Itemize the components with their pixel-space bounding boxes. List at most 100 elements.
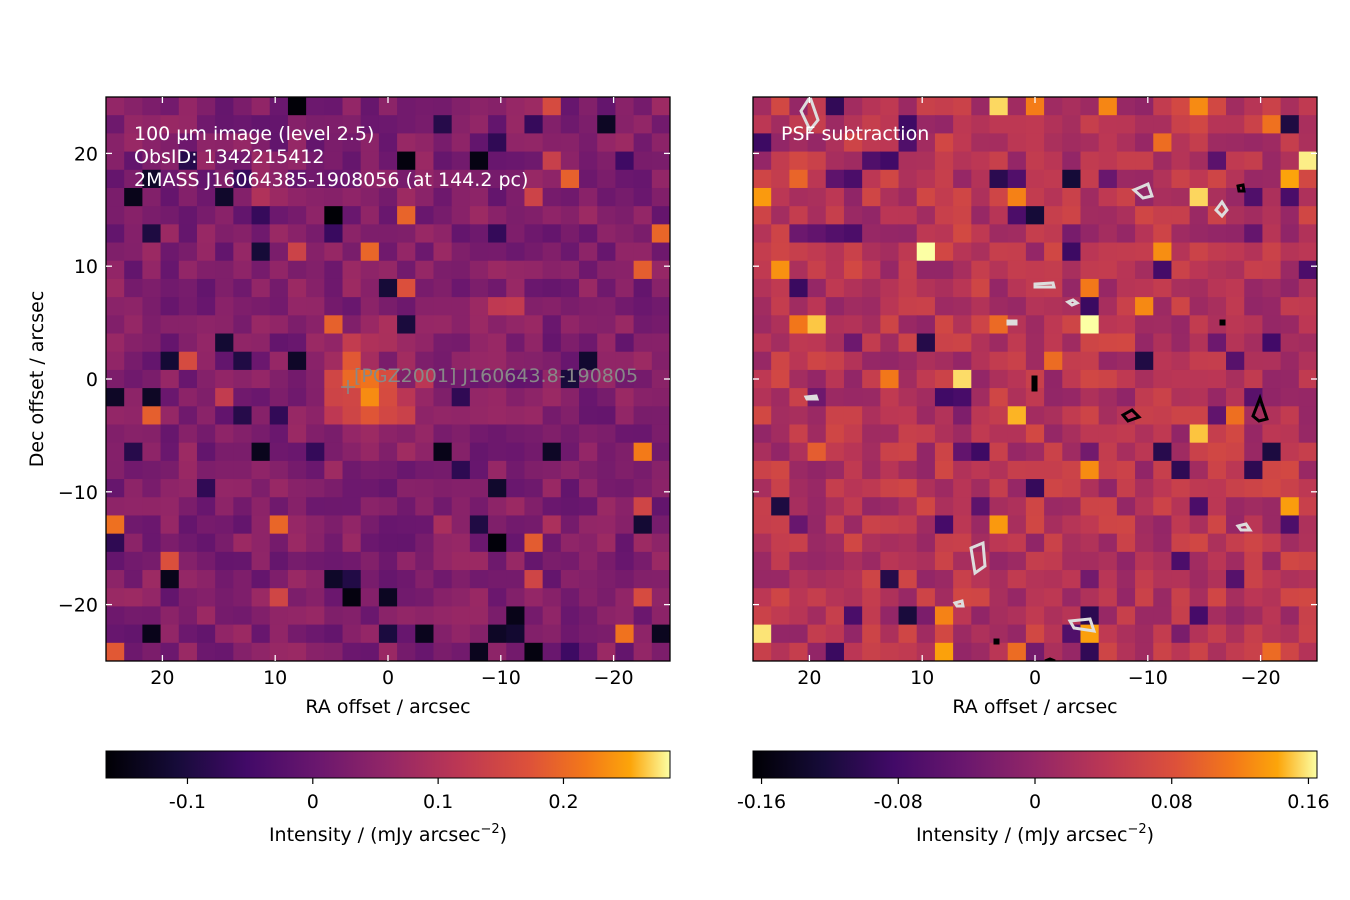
heatmap-cell	[1189, 151, 1209, 171]
heatmap-cell	[1135, 624, 1154, 644]
heatmap-cell	[215, 133, 234, 153]
heatmap-cell	[1189, 115, 1209, 134]
heatmap-cell	[615, 624, 635, 644]
heatmap-cell	[1007, 97, 1027, 116]
heatmap-cell	[1062, 388, 1082, 407]
heatmap-cell	[597, 406, 617, 426]
heatmap-cell	[488, 570, 507, 589]
heatmap-cell	[843, 115, 863, 134]
heatmap-cell	[251, 551, 271, 571]
heatmap-cell	[1262, 315, 1282, 335]
heatmap-cell	[807, 497, 827, 517]
heatmap-cell	[196, 115, 216, 134]
heatmap-cell	[542, 297, 562, 316]
heatmap-cell	[269, 424, 289, 444]
heatmap-cell	[1116, 479, 1136, 498]
left-annotation-line-3: 2MASS J16064385-1908056 (at 144.2 pc)	[134, 169, 528, 191]
heatmap-cell	[615, 187, 635, 207]
heatmap-cell	[1116, 169, 1136, 189]
heatmap-cell	[124, 497, 143, 517]
heatmap-cell	[934, 315, 954, 335]
heatmap-cell	[1280, 133, 1300, 153]
heatmap-cell	[1280, 460, 1300, 480]
heatmap-cell	[433, 278, 453, 298]
heatmap-cell	[542, 460, 562, 480]
heatmap-cell	[251, 497, 271, 517]
heatmap-cell	[469, 551, 489, 571]
heatmap-cell	[397, 297, 416, 316]
heatmap-cell	[1153, 169, 1173, 189]
heatmap-cell	[1153, 624, 1173, 644]
heatmap-cell	[989, 406, 1009, 426]
heatmap-cell	[106, 278, 125, 298]
heatmap-cell	[324, 115, 344, 134]
heatmap-cell	[825, 642, 845, 661]
heatmap-cell	[196, 297, 216, 316]
heatmap-cell	[360, 460, 380, 480]
heatmap-cell	[1207, 460, 1227, 480]
heatmap-cell	[524, 588, 544, 608]
heatmap-cell	[469, 424, 489, 444]
heatmap-cell	[862, 224, 881, 244]
heatmap-cell	[1116, 442, 1136, 462]
heatmap-cell	[178, 497, 198, 517]
heatmap-cell	[397, 551, 416, 571]
heatmap-cell	[771, 406, 790, 426]
heatmap-cell	[843, 333, 863, 353]
heatmap-cell	[1025, 297, 1045, 316]
heatmap-cell	[142, 460, 162, 480]
heatmap-cell	[1025, 588, 1045, 608]
heatmap-cell	[469, 497, 489, 517]
heatmap-cell	[1171, 442, 1191, 462]
heatmap-cell	[451, 533, 471, 553]
heatmap-cell	[1244, 278, 1264, 298]
heatmap-cell	[771, 570, 790, 589]
heatmap-cell	[953, 515, 972, 535]
heatmap-cell	[880, 606, 900, 626]
heatmap-cell	[1262, 297, 1282, 316]
heatmap-cell	[233, 460, 253, 480]
heatmap-cell	[916, 588, 936, 608]
heatmap-cell	[469, 388, 489, 407]
heatmap-cell	[378, 333, 398, 353]
heatmap-cell	[215, 351, 234, 371]
heatmap-cell	[124, 187, 143, 207]
heatmap-cell	[378, 278, 398, 298]
heatmap-cell	[560, 97, 580, 116]
heatmap-cell	[1262, 624, 1282, 644]
heatmap-cell	[1080, 315, 1100, 335]
heatmap-cell	[542, 479, 562, 498]
heatmap-cell	[1007, 224, 1027, 244]
heatmap-cell	[633, 315, 653, 335]
heatmap-cell	[1171, 315, 1191, 335]
heatmap-cell	[524, 533, 544, 553]
heatmap-cell	[1153, 151, 1173, 171]
heatmap-cell	[488, 351, 507, 371]
heatmap-cell	[825, 570, 845, 589]
heatmap-cell	[287, 333, 307, 353]
heatmap-cell	[880, 297, 900, 316]
heatmap-cell	[269, 351, 289, 371]
heatmap-cell	[488, 333, 507, 353]
heatmap-cell	[196, 479, 216, 498]
heatmap-cell	[1135, 97, 1154, 116]
heatmap-cell	[488, 260, 507, 280]
heatmap-cell	[1153, 606, 1173, 626]
heatmap-cell	[771, 187, 790, 207]
heatmap-cell	[397, 642, 416, 661]
heatmap-cell	[506, 133, 526, 153]
heatmap-cell	[451, 588, 471, 608]
heatmap-cell	[160, 97, 180, 116]
heatmap-cell	[378, 151, 398, 171]
left-annotation-line-1: 100 µm image (level 2.5)	[134, 123, 374, 145]
heatmap-cell	[953, 224, 972, 244]
heatmap-cell	[1116, 297, 1136, 316]
heatmap-cell	[1189, 351, 1209, 371]
heatmap-cell	[397, 97, 416, 116]
heatmap-cell	[378, 551, 398, 571]
heatmap-cell	[360, 369, 380, 389]
heatmap-cell	[1062, 260, 1082, 280]
heatmap-cell	[825, 624, 845, 644]
heatmap-cell	[506, 570, 526, 589]
heatmap-cell	[597, 242, 617, 262]
